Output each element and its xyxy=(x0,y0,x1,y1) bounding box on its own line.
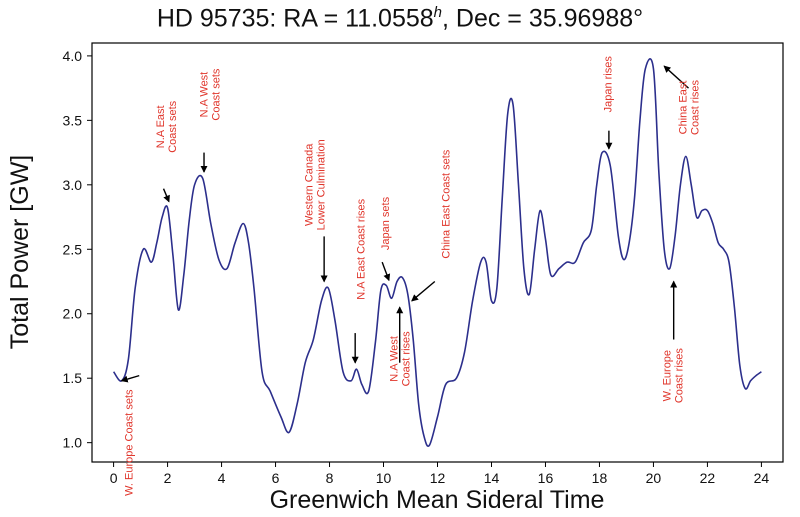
annotation: Japan rises xyxy=(603,56,615,150)
y-tick-label: 1.5 xyxy=(63,370,83,386)
annotation-label: Western CanadaLower Culmination xyxy=(304,139,328,230)
y-axis-ticks: 1.0 1.5 2.0 2.5 3.0 3.5 4.0 xyxy=(63,48,92,451)
annotation-label: Japan sets xyxy=(380,196,392,250)
annotation-line: Coast rises xyxy=(673,348,685,404)
annotation-line: W. Europe xyxy=(661,350,673,401)
y-tick-label: 4.0 xyxy=(63,48,83,64)
annotation: W. Europe Coast sets xyxy=(120,374,140,496)
x-tick-label: 24 xyxy=(754,470,770,486)
y-tick-label: 3.5 xyxy=(63,112,83,128)
title-superscript: h xyxy=(433,4,443,21)
x-tick-label: 0 xyxy=(110,470,118,486)
annotation-label: N.A WestCoast rises xyxy=(389,331,413,387)
annotation: Japan sets xyxy=(380,196,392,282)
annotation-line: Coast rises xyxy=(690,79,702,135)
annotation: N.A East Coast rises xyxy=(351,198,368,364)
x-tick-label: 22 xyxy=(700,470,716,486)
annotation-line: N.A East xyxy=(155,105,167,148)
annotation-line: Western Canada xyxy=(304,143,316,226)
y-tick-label: 1.0 xyxy=(63,435,83,451)
x-tick-label: 16 xyxy=(538,470,554,486)
series-line-total-power xyxy=(112,58,762,447)
annotation: China EastCoast rises xyxy=(663,65,702,135)
x-tick-label: 14 xyxy=(484,470,500,486)
y-tick-label: 3.0 xyxy=(63,177,83,193)
annotation-line: Coast rises xyxy=(401,331,413,387)
annotation: W. EuropeCoast rises xyxy=(661,280,685,404)
annotation-line: W. Europe Coast sets xyxy=(123,389,135,496)
annotation-label: W. EuropeCoast rises xyxy=(661,348,685,404)
chart-title: HD 95735: RA = 11.0558h, Dec = 35.96988° xyxy=(0,4,800,33)
y-tick-label: 2.5 xyxy=(63,241,83,257)
annotation-label: N.A East Coast rises xyxy=(356,198,368,299)
x-axis-label: Greenwich Mean Sideral Time xyxy=(270,486,605,514)
title-rest: , Dec = 35.96988° xyxy=(442,4,644,33)
annotation-arrow xyxy=(663,65,689,89)
annotation-arrow xyxy=(381,261,391,282)
annotation-arrow xyxy=(411,280,436,302)
y-axis-label: Total Power [GW] xyxy=(6,155,34,350)
x-tick-label: 6 xyxy=(272,470,280,486)
title-main: HD 95735: RA = 11.0558 xyxy=(156,4,434,33)
annotation: China East Coast sets xyxy=(411,149,453,302)
annotation-label: N.A EastCoast sets xyxy=(155,100,179,152)
annotation-arrow xyxy=(162,188,170,203)
annotation-line: China East xyxy=(678,81,690,135)
annotation-line: Coast sets xyxy=(167,100,179,152)
annotation-label: Japan rises xyxy=(603,56,615,113)
annotation: Western CanadaLower Culmination xyxy=(304,139,328,283)
annotation: N.A EastCoast sets xyxy=(155,100,179,203)
annotation-line: Japan rises xyxy=(603,56,615,113)
annotation: N.A WestCoast sets xyxy=(198,68,222,173)
x-tick-label: 10 xyxy=(376,470,392,486)
annotation-line: N.A East Coast rises xyxy=(356,198,368,299)
annotation-line: N.A West xyxy=(389,336,401,382)
annotation-line: China East Coast sets xyxy=(441,149,453,258)
annotation-line: N.A West xyxy=(198,72,210,118)
y-tick-label: 2.0 xyxy=(63,306,83,322)
x-tick-label: 18 xyxy=(592,470,608,486)
x-axis-ticks: 0 2 4 6 8 10 12 14 16 18 20 22 24 xyxy=(110,462,770,486)
annotation-line: Japan sets xyxy=(380,196,392,250)
annotation-label: N.A WestCoast sets xyxy=(198,68,222,120)
x-tick-label: 2 xyxy=(164,470,172,486)
x-tick-label: 12 xyxy=(430,470,446,486)
annotation-label: China EastCoast rises xyxy=(678,79,702,135)
x-tick-label: 20 xyxy=(646,470,662,486)
annotation-line: Coast sets xyxy=(210,68,222,120)
x-tick-label: 8 xyxy=(326,470,334,486)
annotation-arrow xyxy=(120,374,140,383)
annotation-line: Lower Culmination xyxy=(316,139,328,230)
annotation-label: China East Coast sets xyxy=(441,149,453,258)
annotation: N.A WestCoast rises xyxy=(389,306,413,387)
x-tick-label: 4 xyxy=(218,470,226,486)
annotation-label: W. Europe Coast sets xyxy=(123,389,135,496)
